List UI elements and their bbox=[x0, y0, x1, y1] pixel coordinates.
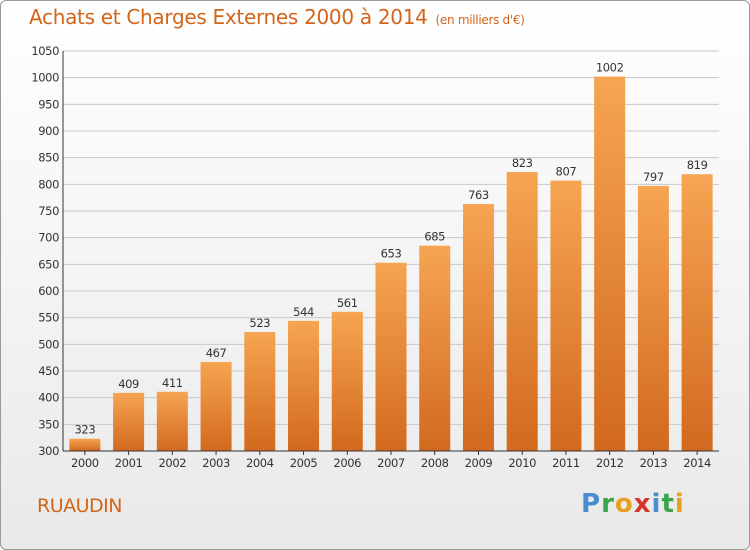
y-tick-label: 600 bbox=[38, 284, 59, 298]
y-tick-label: 750 bbox=[38, 204, 59, 218]
data-label: 807 bbox=[556, 165, 577, 179]
bar-2012 bbox=[594, 76, 626, 451]
y-tick-label: 1050 bbox=[31, 44, 59, 58]
chart-subtitle: (en milliers d'€) bbox=[435, 13, 525, 27]
x-tick-label: 2011 bbox=[552, 456, 580, 470]
x-tick-label: 2010 bbox=[508, 456, 536, 470]
x-tick-label: 2014 bbox=[683, 456, 711, 470]
data-label: 819 bbox=[687, 158, 708, 172]
x-tick-label: 2005 bbox=[290, 456, 318, 470]
data-label: 544 bbox=[293, 305, 314, 319]
data-label: 797 bbox=[643, 170, 664, 184]
data-label: 653 bbox=[381, 247, 402, 261]
bar-2006 bbox=[331, 311, 363, 451]
bar-2000 bbox=[69, 438, 101, 451]
bar-2008 bbox=[419, 245, 451, 451]
y-tick-label: 900 bbox=[38, 124, 59, 138]
x-tick-label: 2004 bbox=[246, 456, 274, 470]
data-label: 561 bbox=[337, 296, 358, 310]
proxiti-logo: Proxiti bbox=[581, 489, 685, 519]
bar-2004 bbox=[244, 332, 276, 451]
data-label: 823 bbox=[512, 156, 533, 170]
y-tick-label: 450 bbox=[38, 364, 59, 378]
x-tick-label: 2003 bbox=[202, 456, 230, 470]
bar-2001 bbox=[113, 392, 145, 451]
data-label: 763 bbox=[468, 188, 489, 202]
chart-title-text: Achats et Charges Externes 2000 à 2014 bbox=[29, 5, 428, 29]
x-tick-label: 2000 bbox=[71, 456, 99, 470]
bar-2010 bbox=[506, 172, 538, 452]
y-tick-label: 850 bbox=[38, 151, 59, 165]
x-tick-label: 2008 bbox=[421, 456, 449, 470]
bar-2007 bbox=[375, 262, 407, 451]
x-tick-label: 2007 bbox=[377, 456, 405, 470]
data-label: 467 bbox=[206, 346, 227, 360]
bar-2009 bbox=[462, 204, 494, 451]
y-tick-label: 400 bbox=[38, 391, 59, 405]
x-tick-label: 2006 bbox=[333, 456, 361, 470]
y-tick-label: 950 bbox=[38, 97, 59, 111]
commune-name: RUAUDIN bbox=[37, 495, 122, 517]
bar-2002 bbox=[156, 391, 188, 451]
data-label: 323 bbox=[74, 423, 95, 437]
chart-title: Achats et Charges Externes 2000 à 2014 (e… bbox=[29, 5, 525, 29]
bar-2005 bbox=[288, 320, 320, 451]
data-label: 409 bbox=[118, 377, 139, 391]
y-tick-label: 550 bbox=[38, 311, 59, 325]
data-label: 1002 bbox=[596, 61, 624, 75]
y-tick-label: 650 bbox=[38, 257, 59, 271]
y-tick-label: 500 bbox=[38, 337, 59, 351]
x-tick-label: 2009 bbox=[465, 456, 493, 470]
y-tick-label: 1000 bbox=[31, 71, 59, 85]
y-tick-label: 300 bbox=[38, 444, 59, 458]
bar-2014 bbox=[681, 174, 713, 451]
y-tick-label: 700 bbox=[38, 231, 59, 245]
x-tick-label: 2002 bbox=[158, 456, 186, 470]
bar-2003 bbox=[200, 361, 232, 451]
x-tick-label: 2013 bbox=[640, 456, 668, 470]
y-tick-label: 350 bbox=[38, 417, 59, 431]
data-label: 411 bbox=[162, 376, 183, 390]
bar-2013 bbox=[637, 185, 669, 451]
y-tick-label: 800 bbox=[38, 177, 59, 191]
data-label: 685 bbox=[424, 230, 445, 244]
x-tick-label: 2012 bbox=[596, 456, 624, 470]
x-tick-label: 2001 bbox=[115, 456, 143, 470]
data-label: 523 bbox=[249, 316, 270, 330]
bar-2011 bbox=[550, 180, 582, 451]
